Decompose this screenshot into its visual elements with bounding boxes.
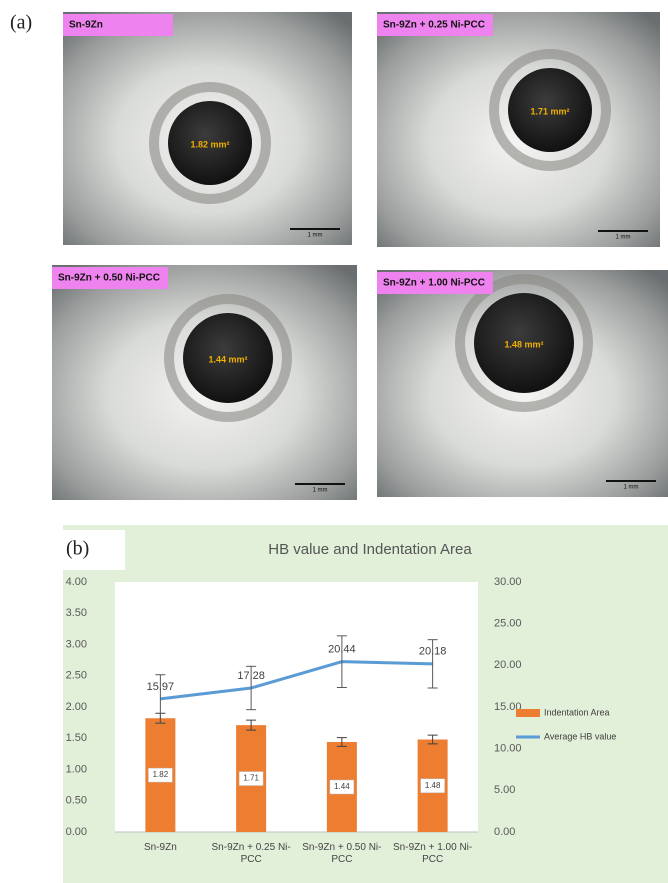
y-tick-label: 2.50: [66, 670, 87, 682]
scale-label: 1 mm: [313, 488, 328, 494]
line: [160, 660, 433, 701]
data-label: 1.82: [153, 770, 169, 779]
chart-title: HB value and Indentation Area: [268, 541, 472, 558]
x-tick-label: Sn-9Zn + 0.50 Ni-PCC: [302, 842, 382, 865]
indentation-rim: [164, 294, 292, 422]
image-title: Sn-9Zn: [69, 20, 103, 31]
title-box: [377, 14, 493, 36]
y-tick-label: 1.00: [66, 763, 87, 775]
y-tick-label: 3.50: [66, 607, 87, 619]
indentation: [183, 313, 273, 403]
data-label: 17.28: [237, 670, 265, 682]
image-title: Sn-9Zn + 1.00 Ni-PCC: [383, 278, 485, 289]
y-tick-label: 2.00: [66, 701, 87, 713]
data-label: 15.97: [147, 681, 175, 693]
data-label-box: [238, 771, 264, 786]
data-label-box: [329, 779, 355, 795]
scale-label: 1 mm: [616, 235, 631, 241]
data-label: 20.18: [419, 646, 447, 658]
scale-label: 1 mm: [308, 233, 323, 239]
data-label: 1.71: [243, 774, 259, 783]
scale-label: 1 mm: [624, 485, 639, 491]
y2-tick-label: 10.00: [494, 743, 522, 755]
data-label-box: [420, 778, 445, 793]
x-tick-label: Sn-9Zn + 0.25 Ni-PCC: [211, 842, 291, 865]
area-label: 1.71 mm²: [530, 106, 569, 116]
legend-swatch: [516, 709, 540, 717]
title-box: [63, 14, 173, 36]
chart: 0.00 0.50 1.00 1.50 2.00 2.50 3.00 3.50 4.00 0.00…: [66, 576, 617, 865]
micrographs: Sn-9Zn 1.82 mm² 1 mm Sn-9Zn + 0.25 Ni-PCC 1.…: [52, 12, 668, 500]
area-label: 1.82 mm²: [190, 139, 229, 149]
area-label: 1.48 mm²: [504, 339, 543, 349]
y2-tick-label: 25.00: [494, 618, 522, 630]
x-tick-label: Sn-9Zn: [143, 842, 177, 853]
legend-label: Indentation Area: [544, 707, 610, 717]
x-tick-label: Sn-9Zn + 1.00 Ni-PCC: [393, 842, 473, 865]
y2-tick-label: 30.00: [494, 576, 522, 588]
y-tick-label: 0.00: [66, 826, 87, 838]
image-title: Sn-9Zn + 0.50 Ni-PCC: [58, 273, 160, 284]
legend-label: Average HB value: [544, 731, 616, 741]
data-label: 20.44: [328, 644, 356, 656]
image-title: Sn-9Zn + 0.25 Ni-PCC: [383, 20, 485, 31]
x-tick-group: Sn-9Zn + 0.50 Ni-PCC: [302, 842, 382, 865]
y2-tick-label: 15.00: [494, 701, 522, 713]
panel-label: (b): [66, 538, 89, 560]
indentation-rim: [489, 49, 611, 171]
indentation: [474, 293, 574, 393]
plot-area: [115, 582, 478, 832]
y2-tick-label: 5.00: [494, 784, 515, 796]
y2-tick-label: 20.00: [494, 659, 522, 671]
label-box: [55, 530, 125, 570]
indentation: [508, 68, 592, 152]
indentation-rim: [455, 274, 593, 412]
data-label: 1.44: [334, 782, 350, 791]
y-tick-label: 3.00: [66, 638, 87, 650]
x-tick-group: Sn-9Zn: [143, 842, 177, 853]
y2-tick-label: 0.00: [494, 826, 515, 838]
title-box: [377, 272, 493, 294]
indentation: [168, 101, 252, 185]
area-label: 1.44 mm²: [208, 354, 247, 364]
x-tick-group: Sn-9Zn + 0.25 Ni-PCC: [211, 842, 291, 865]
indentation-rim: [149, 82, 271, 204]
y-tick-label: 0.50: [66, 795, 87, 807]
y-tick-label: 1.50: [66, 732, 87, 744]
x-tick-group: Sn-9Zn + 1.00 Ni-PCC: [393, 842, 473, 865]
y-tick-label: 4.00: [66, 576, 87, 588]
title-box: [52, 267, 168, 289]
panel-label: (a): [10, 12, 32, 34]
data-label: 1.48: [425, 781, 441, 790]
data-label-box: [148, 767, 173, 783]
